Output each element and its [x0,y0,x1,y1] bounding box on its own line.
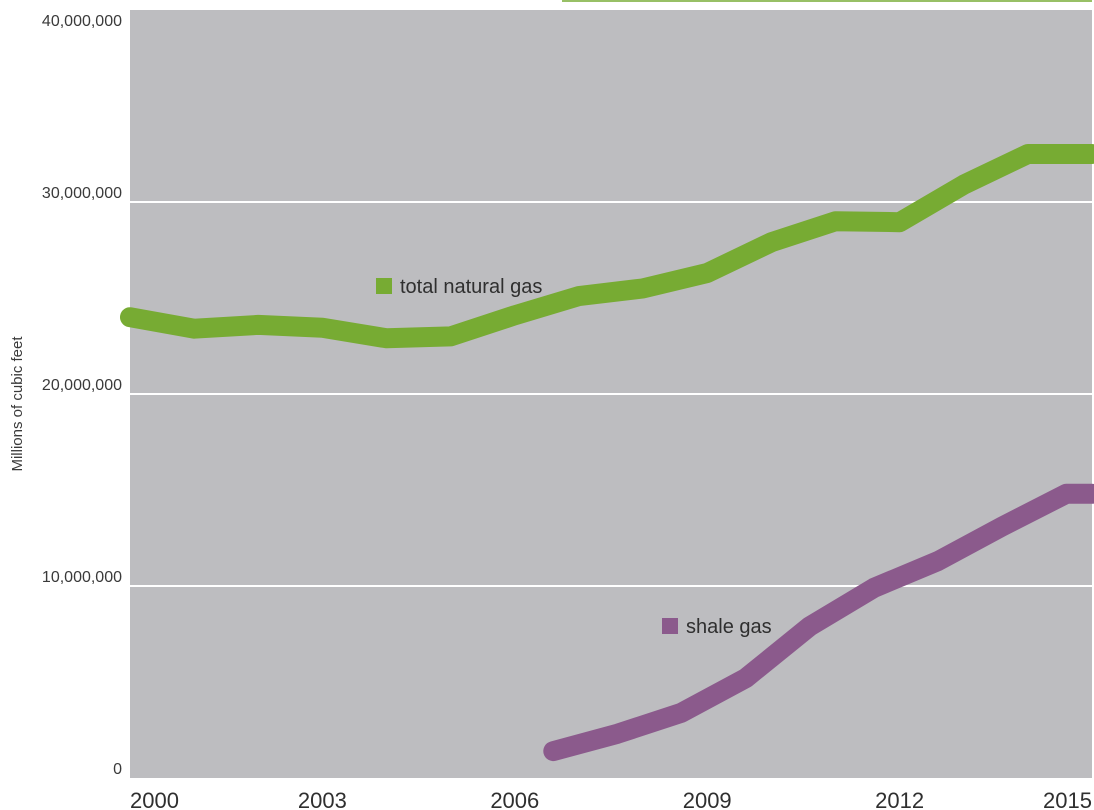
x-tick-label: 2012 [875,788,924,810]
y-tick-label: 0 [113,761,122,778]
y-axis-ticks: 0 10,000,000 20,000,000 30,000,000 40,000,00… [42,13,122,778]
y-tick-label: 20,000,000 [42,377,122,394]
y-tick-label: 40,000,000 [42,13,122,30]
x-tick-label: 2006 [490,788,539,810]
y-tick-label: 30,000,000 [42,185,122,202]
legend-swatch [376,278,392,294]
x-axis-ticks: 2000 2003 2006 2009 2012 2015 [130,788,1092,810]
x-tick-label: 2015 [1043,788,1092,810]
legend-labels: total natural gas shale gas [376,276,772,638]
series-lines [120,144,1094,762]
series-line-0 [120,144,1094,349]
legend-swatch [662,618,678,634]
x-tick-label: 2003 [298,788,347,810]
x-tick-label: 2000 [130,788,179,810]
y-axis-label: Millions of cubic feet [9,336,26,472]
y-tick-label: 10,000,000 [42,569,122,586]
legend-label: total natural gas [400,276,542,298]
legend-label: shale gas [686,616,772,638]
series-line-1 [543,483,1094,762]
x-tick-label: 2009 [683,788,732,810]
